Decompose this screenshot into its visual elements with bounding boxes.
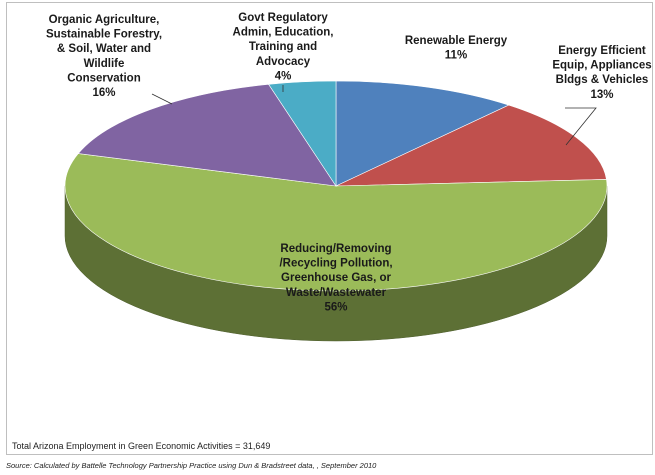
slice-label-1: Energy Efficient Equip, Appliances Bldgs &… [552, 45, 651, 101]
chart-frame [6, 2, 653, 455]
total-employment-note: Total Arizona Employment in Green Econom… [12, 441, 271, 451]
pie-slice-1 [335, 104, 607, 187]
pie-slice-2 [64, 153, 608, 292]
pie-slice-3 [77, 83, 337, 187]
source-note: Source: Calculated by Battelle Technolog… [6, 461, 377, 470]
slice-label-0: Renewable Energy 11% [405, 35, 508, 62]
pie-slice-0 [335, 80, 510, 187]
pie-slice-4 [268, 80, 337, 187]
leader-line-1 [565, 107, 597, 146]
slice-label-3: Organic Agriculture, Sustainable Forestry… [46, 14, 162, 99]
slice-label-2: Reducing/Removing/Recycling Pollution, Gr… [279, 243, 392, 313]
leader-line-3 [151, 93, 173, 105]
slice-label-4: Govt Regulatory Admin, Education, Training… [233, 12, 334, 82]
